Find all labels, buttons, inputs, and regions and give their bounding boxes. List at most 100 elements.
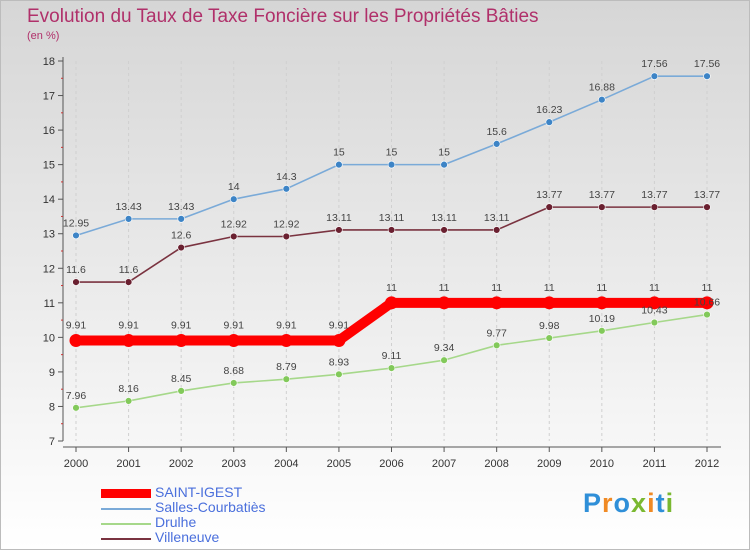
data-point: [124, 397, 133, 405]
y-tick-label: 11: [44, 298, 55, 310]
data-point: [177, 243, 185, 252]
data-point: [230, 379, 238, 387]
x-tick-label: 2009: [537, 458, 561, 470]
data-label: 7.96: [66, 390, 87, 402]
data-label: 8.68: [224, 365, 245, 377]
data-label: 13.11: [379, 212, 405, 224]
x-tick-label: 2001: [116, 458, 140, 470]
logo-letter: i: [647, 488, 656, 518]
data-label: 15: [386, 147, 398, 159]
legend-swatch: [101, 522, 151, 525]
legend-label: SAINT-IGEST: [155, 484, 243, 500]
data-point: [542, 296, 556, 310]
x-tick-label: 2012: [695, 458, 719, 470]
data-label: 11: [544, 282, 555, 294]
data-point: [230, 195, 238, 203]
data-point: [650, 203, 659, 211]
data-label: 14.3: [276, 171, 297, 183]
x-tick-label: 2000: [64, 458, 88, 470]
data-label: 9.77: [486, 327, 507, 339]
data-label: 11: [439, 282, 450, 294]
data-point: [124, 278, 133, 286]
y-tick-label: 9: [49, 367, 55, 379]
data-label: 9.91: [329, 319, 350, 331]
data-label: 16.88: [589, 82, 615, 94]
data-point: [282, 375, 291, 383]
data-label: 13.77: [641, 189, 667, 201]
data-label: 15: [438, 147, 450, 159]
x-tick-label: 2005: [327, 458, 351, 470]
data-label: 9.34: [434, 342, 455, 354]
data-point: [595, 296, 609, 310]
data-point: [177, 215, 185, 223]
data-point: [545, 203, 553, 211]
data-point: [124, 215, 133, 223]
data-point: [230, 232, 238, 241]
data-point: [440, 356, 448, 364]
data-label: 9.91: [171, 319, 192, 331]
data-label: 13.11: [431, 212, 457, 224]
x-tick-label: 2004: [274, 458, 298, 470]
data-point: [598, 95, 606, 104]
data-point: [279, 333, 293, 347]
logo-letter: r: [602, 488, 614, 518]
data-point: [490, 296, 504, 310]
data-label: 11: [596, 282, 607, 294]
data-point: [177, 387, 185, 395]
data-label: 9.91: [66, 319, 87, 331]
x-tick-label: 2002: [169, 458, 193, 470]
data-label: 15.6: [486, 126, 507, 138]
data-label: 8.45: [171, 373, 192, 385]
data-point: [387, 364, 396, 372]
data-label: 9.91: [118, 319, 139, 331]
data-label: 10.66: [694, 297, 720, 309]
data-point: [282, 185, 291, 193]
data-label: 11.6: [66, 264, 86, 276]
data-point: [72, 404, 80, 412]
data-point: [174, 333, 188, 347]
y-tick-label: 8: [49, 401, 55, 413]
legend-swatch: [101, 489, 151, 498]
data-label: 11: [386, 282, 397, 294]
data-point: [703, 310, 711, 319]
data-point: [387, 226, 396, 234]
y-tick-label: 16: [43, 125, 55, 137]
data-point: [700, 296, 714, 310]
logo-letter: i: [665, 488, 675, 518]
data-label: 13.11: [484, 212, 510, 224]
data-point: [437, 296, 451, 310]
data-point: [387, 160, 396, 169]
data-label: 13.11: [326, 212, 352, 224]
data-label: 12.6: [171, 230, 192, 242]
legend-swatch: [101, 507, 151, 510]
data-point: [332, 333, 346, 347]
x-tick-label: 2008: [484, 458, 508, 470]
data-label: 13.77: [589, 189, 615, 201]
chart-unit-label: (en %): [27, 30, 60, 42]
y-tick-label: 18: [43, 56, 55, 68]
data-label: 13.77: [536, 189, 562, 201]
x-tick-label: 2010: [590, 458, 614, 470]
x-tick-label: 2006: [379, 458, 403, 470]
data-point: [335, 160, 343, 169]
data-label: 12.92: [273, 218, 299, 230]
data-point: [545, 118, 553, 126]
data-point: [72, 231, 80, 240]
data-label: 11.6: [119, 264, 139, 276]
data-label: 16.23: [536, 104, 562, 116]
data-point: [492, 140, 501, 148]
data-point: [650, 318, 659, 327]
data-label: 11: [491, 282, 502, 294]
data-point: [703, 72, 711, 80]
legend-swatch: [101, 537, 151, 540]
data-point: [335, 370, 343, 379]
data-point: [440, 226, 448, 234]
data-point: [335, 226, 343, 234]
data-point: [650, 72, 659, 80]
data-label: 13.43: [115, 201, 141, 213]
data-label: 17.56: [641, 58, 667, 70]
data-label: 8.16: [118, 383, 139, 395]
data-label: 11: [702, 282, 713, 294]
